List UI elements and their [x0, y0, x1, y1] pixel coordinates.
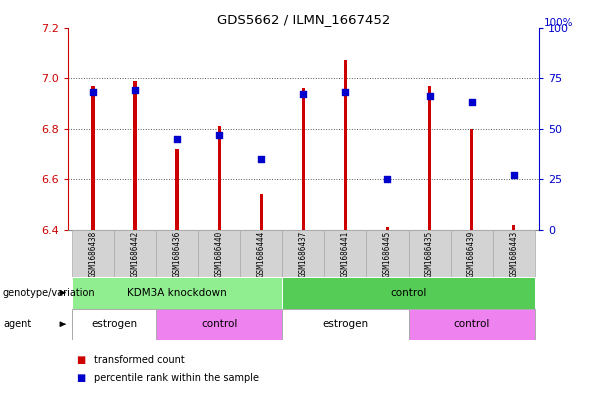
- Bar: [512, 225, 515, 230]
- Bar: [198, 230, 240, 277]
- Bar: [72, 230, 114, 277]
- Bar: [386, 228, 389, 230]
- Bar: [72, 277, 282, 309]
- Text: percentile rank within the sample: percentile rank within the sample: [94, 373, 259, 384]
- Text: GSM1686439: GSM1686439: [467, 230, 476, 277]
- Text: estrogen: estrogen: [322, 319, 369, 329]
- Bar: [217, 126, 221, 230]
- Point: [425, 93, 434, 99]
- Point: [509, 172, 518, 178]
- Text: GSM1686441: GSM1686441: [341, 230, 350, 277]
- Text: agent: agent: [3, 319, 31, 329]
- Bar: [91, 86, 95, 230]
- Text: GSM1686442: GSM1686442: [131, 230, 140, 277]
- Bar: [428, 86, 431, 230]
- Bar: [451, 230, 492, 277]
- Text: GSM1686436: GSM1686436: [173, 230, 181, 277]
- Bar: [260, 195, 263, 230]
- Point: [467, 99, 477, 106]
- Bar: [282, 309, 409, 340]
- Text: transformed count: transformed count: [94, 354, 185, 365]
- Text: GSM1686435: GSM1686435: [425, 230, 434, 277]
- Text: ■: ■: [77, 373, 86, 384]
- Text: GSM1686445: GSM1686445: [383, 230, 392, 277]
- Bar: [282, 230, 325, 277]
- Text: control: control: [201, 319, 237, 329]
- Bar: [176, 149, 179, 230]
- Bar: [470, 129, 474, 230]
- Bar: [325, 230, 366, 277]
- Bar: [302, 88, 305, 230]
- Text: 100%: 100%: [544, 18, 573, 28]
- Text: ■: ■: [77, 354, 86, 365]
- Bar: [282, 277, 535, 309]
- Point: [257, 156, 266, 162]
- Point: [130, 87, 140, 94]
- Text: estrogen: estrogen: [91, 319, 137, 329]
- Point: [340, 89, 350, 95]
- Text: GSM1686437: GSM1686437: [299, 230, 308, 277]
- Bar: [409, 309, 535, 340]
- Bar: [133, 81, 137, 230]
- Bar: [240, 230, 282, 277]
- Point: [88, 89, 98, 95]
- Point: [173, 136, 182, 142]
- Text: KDM3A knockdown: KDM3A knockdown: [127, 288, 227, 298]
- Bar: [72, 309, 156, 340]
- Text: GSM1686444: GSM1686444: [257, 230, 266, 277]
- Text: GSM1686438: GSM1686438: [88, 230, 97, 277]
- Bar: [156, 230, 198, 277]
- Bar: [344, 61, 347, 230]
- Bar: [366, 230, 409, 277]
- Text: GSM1686443: GSM1686443: [509, 230, 518, 277]
- Text: genotype/variation: genotype/variation: [3, 288, 95, 298]
- Bar: [409, 230, 451, 277]
- Bar: [156, 309, 282, 340]
- Point: [299, 91, 308, 97]
- Point: [214, 132, 224, 138]
- Text: control: control: [391, 288, 426, 298]
- Text: GSM1686440: GSM1686440: [215, 230, 224, 277]
- Point: [383, 176, 392, 182]
- Text: control: control: [454, 319, 490, 329]
- Title: GDS5662 / ILMN_1667452: GDS5662 / ILMN_1667452: [217, 13, 390, 26]
- Bar: [114, 230, 156, 277]
- Bar: [492, 230, 535, 277]
